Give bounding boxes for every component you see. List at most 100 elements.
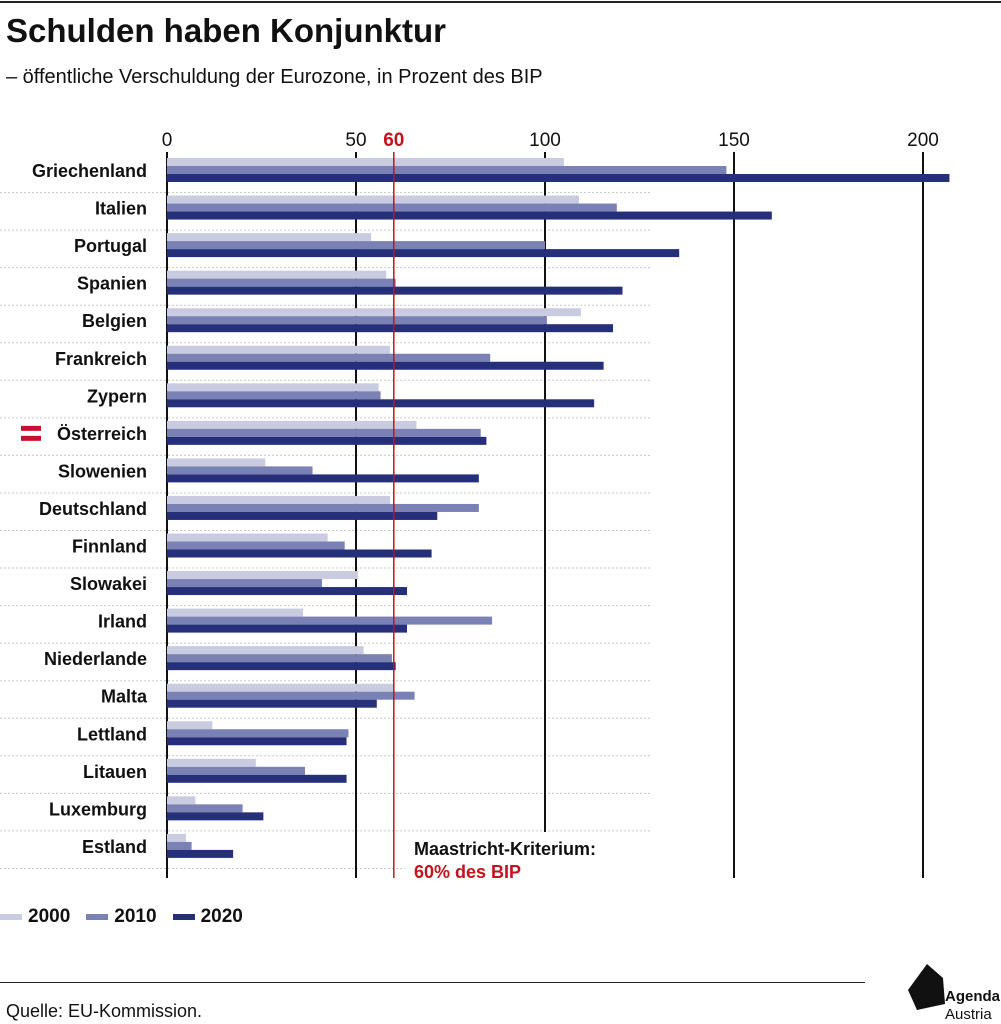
threshold-annotation-line1: Maastricht-Kriterium: [414,839,596,859]
bar-lettland-2020 [167,737,347,746]
bar-italien-2020 [167,211,772,220]
bar-italien-2000 [167,195,580,204]
bar-luxemburg-2010 [167,804,243,813]
category-label-finnland: Finnland [72,537,147,557]
bar-luxemburg-2020 [167,812,264,821]
legend-item-2000: 2000 [0,906,70,928]
bar-zypern-2020 [167,399,595,408]
bar-portugal-2010 [167,241,545,250]
threshold-annotation-line2: 60% des BIP [414,862,521,882]
bar-slowenien-2020 [167,474,479,483]
bar-niederlande-2010 [167,654,392,663]
bar-spanien-2000 [167,270,387,279]
bar-griechenland-2010 [167,166,727,174]
category-label-litauen: Litauen [83,762,147,782]
category-label-oesterreich: Österreich [57,424,147,444]
austria-flag-stripe [21,430,41,436]
category-label-malta: Malta [101,687,148,707]
bar-oesterreich-2020 [167,436,487,445]
legend-item-2010: 2010 [86,906,157,928]
bar-lettland-2000 [167,721,213,730]
legend: 2000 2010 2020 [0,905,259,929]
x-tick-label-0: 0 [162,130,173,151]
bar-deutschland-2020 [167,511,438,520]
page-subtitle: – öffentliche Verschuldung der Eurozone,… [6,66,543,88]
bar-irland-2020 [167,624,408,633]
category-label-frankreich: Frankreich [55,349,147,369]
category-label-slowakei: Slowakei [70,574,147,594]
category-label-deutschland: Deutschland [39,499,147,519]
source-note: Quelle: EU-Kommission. [6,1001,203,1021]
threshold-tick-label: 60 [383,130,404,151]
bar-slowakei-2020 [167,587,408,596]
bar-estland-2000 [167,833,186,842]
bar-portugal-2000 [167,233,372,242]
legend-swatch-2020 [172,914,195,920]
bar-italien-2010 [167,203,617,212]
bar-slowakei-2010 [167,579,322,588]
bar-frankreich-2020 [167,361,604,370]
category-label-griechenland: Griechenland [32,161,147,181]
bar-deutschland-2000 [167,495,391,504]
bar-finnland-2010 [167,541,345,550]
category-label-lettland: Lettland [77,724,147,744]
category-label-belgien: Belgien [82,311,147,331]
bar-estland-2020 [167,849,234,858]
bar-finnland-2000 [167,533,328,542]
bar-belgien-2010 [167,316,547,325]
bar-litauen-2010 [167,766,305,775]
threshold-annotation-bg [405,832,650,890]
bar-portugal-2020 [167,249,680,258]
category-label-slowenien: Slowenien [58,461,147,481]
category-label-italien: Italien [95,199,147,219]
bar-niederlande-2000 [167,646,364,655]
logo-word-austria: Austria [945,1006,992,1023]
category-label-estland: Estland [82,837,147,857]
legend-item-2020: 2020 [172,906,243,928]
logo-word-agenda: Agenda [945,988,1001,1005]
category-label-irland: Irland [98,612,147,632]
x-tick-label-50: 50 [345,130,366,151]
bar-zypern-2010 [167,391,381,400]
category-label-portugal: Portugal [74,236,147,256]
bar-belgien-2020 [167,324,614,333]
bar-litauen-2000 [167,758,256,767]
bar-belgien-2000 [167,308,581,317]
bar-irland-2000 [167,608,304,617]
bar-slowenien-2010 [167,466,313,475]
legend-label-2000: 2000 [28,906,71,927]
bar-deutschland-2010 [167,503,479,512]
bar-griechenland-2000 [167,158,564,166]
bar-finnland-2020 [167,549,432,558]
bar-griechenland-2020 [167,174,950,182]
bar-litauen-2020 [167,774,347,783]
legend-swatch-2000 [0,914,22,920]
page-title: Schulden haben Konjunktur [6,12,447,49]
bar-zypern-2000 [167,383,379,392]
bar-slowenien-2000 [167,458,266,467]
bar-niederlande-2020 [167,662,396,671]
bar-spanien-2020 [167,286,623,295]
category-label-spanien: Spanien [77,274,147,294]
bottom-rule [0,982,865,983]
x-tick-label-100: 100 [529,130,561,151]
bar-lettland-2010 [167,729,349,738]
bar-luxemburg-2000 [167,796,196,805]
legend-label-2010: 2010 [114,906,157,927]
x-tick-label-200: 200 [907,130,939,151]
x-tick-label-150: 150 [718,130,750,151]
bar-oesterreich-2000 [167,420,417,429]
agenda-austria-logo-icon [908,964,945,1010]
bar-malta-2000 [167,683,394,692]
bar-oesterreich-2010 [167,428,481,437]
debt-bar-chart: 0 50 100 150 200 Griechenland Italien Portugal S… [0,130,950,890]
category-label-luxemburg: Luxemburg [49,799,147,819]
bar-slowakei-2000 [167,571,358,580]
category-label-niederlande: Niederlande [44,649,147,669]
top-rule [0,1,1001,3]
legend-swatch-2010 [86,914,109,920]
legend-label-2020: 2020 [200,906,243,927]
bar-frankreich-2010 [167,353,491,362]
bar-spanien-2010 [167,278,396,287]
bar-frankreich-2000 [167,345,391,354]
